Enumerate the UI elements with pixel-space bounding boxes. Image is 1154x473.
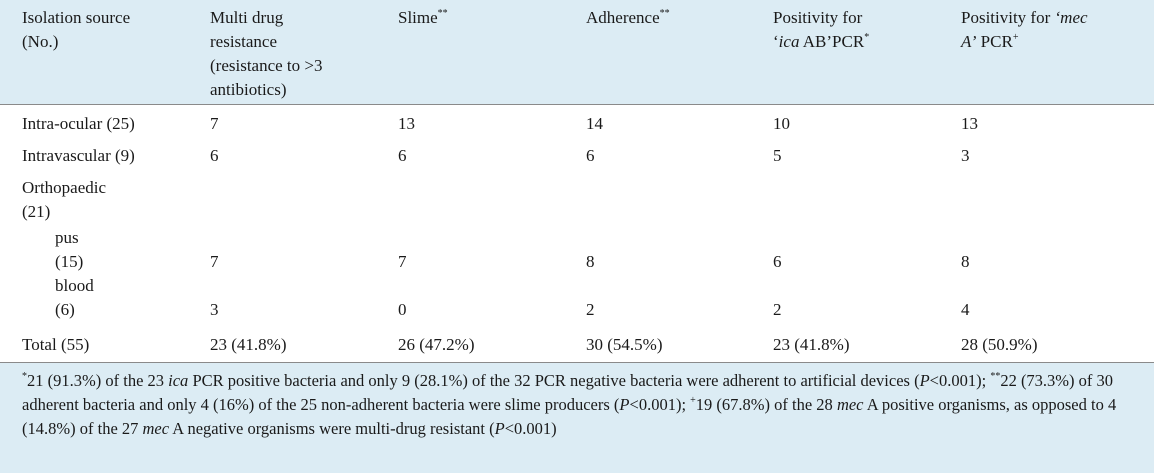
header-multi-drug-resistance: Multi drug resistance (resistance to >3 … [210,8,323,99]
table-row-blood-source: blood (6) [55,276,94,319]
header-mec-pcr: Positivity for ‘mec A’ PCR+ [961,8,1088,51]
table-cell: 26 (47.2%) [398,335,475,354]
table-cell: 3 [961,146,970,165]
table-cell: 4 [961,300,970,319]
header-adherence: Adherence** [586,8,670,27]
footnote-divider [0,362,1154,363]
table-footnote-band [0,363,1154,473]
table-cell: 23 (41.8%) [773,335,850,354]
table-cell: 13 [398,114,415,133]
table-cell: 2 [773,300,782,319]
table-header-band [0,0,1154,104]
table-cell: 6 [210,146,219,165]
header-ica-pcr: Positivity for ‘ica AB’PCR* [773,8,870,51]
table-row-pus-source: pus (15) [55,228,84,271]
header-isolation-source: Isolation source (No.) [22,8,131,51]
header-divider [0,104,1154,105]
table-cell: 2 [586,300,595,319]
table-cell: 0 [398,300,407,319]
table-cell: 10 [773,114,790,133]
table-row-intravascular-source: Intravascular (9) [22,146,135,165]
table-cell: 6 [773,252,782,271]
table-cell: 7 [398,252,407,271]
table-cell: 7 [210,114,219,133]
table-cell: 28 (50.9%) [961,335,1038,354]
table-cell: 13 [961,114,978,133]
table-cell: 6 [398,146,407,165]
table-cell: 5 [773,146,782,165]
table-cell: 14 [586,114,603,133]
header-slime: Slime** [398,8,448,27]
table-row-orthopaedic-source: Orthopaedic (21) [22,178,107,221]
table-cell: 6 [586,146,595,165]
table-cell: 8 [961,252,970,271]
table-footnote: *21 (91.3%) of the 23 ica PCR positive b… [22,371,1117,438]
table-body-band [0,104,1154,363]
table-cell: 8 [586,252,595,271]
table-cell: 23 (41.8%) [210,335,287,354]
table-cell: 7 [210,252,219,271]
table-row-intraocular-source: Intra-ocular (25) [22,114,135,133]
table-row-total-source: Total (55) [22,335,90,354]
table-cell: 30 (54.5%) [586,335,663,354]
table-cell: 3 [210,300,219,319]
